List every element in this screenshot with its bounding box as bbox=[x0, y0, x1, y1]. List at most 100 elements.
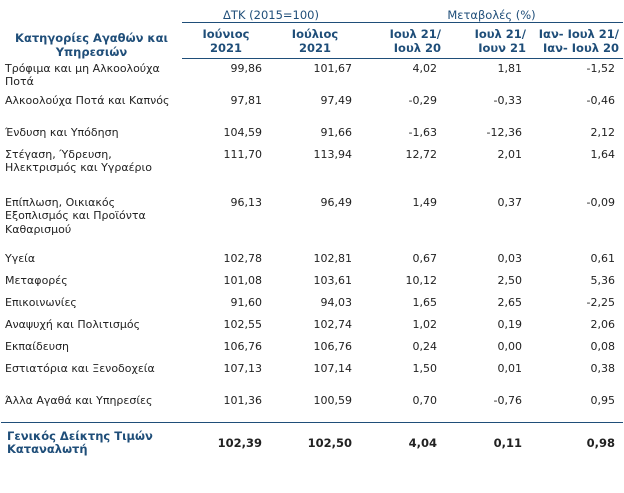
value-cell: -0,33 bbox=[493, 93, 523, 107]
category-cell: Αλκοολούχα Ποτά και Καπνός bbox=[5, 93, 170, 107]
table-row: Αλκοολούχα Ποτά και Καπνός 97,81 97,49 -0,2… bbox=[1, 91, 623, 123]
value-cell: 0,61 bbox=[590, 251, 616, 265]
value-cell: -0,46 bbox=[586, 93, 616, 107]
value-cell: 96,49 bbox=[320, 195, 353, 209]
table-row: Ένδυση και Υπόδηση 104,59 91,66 -1,63 -12,36… bbox=[1, 123, 623, 145]
value-cell: 2,01 bbox=[497, 147, 523, 161]
total-value: 102,39 bbox=[182, 422, 270, 463]
value-cell: 100,59 bbox=[313, 393, 353, 407]
category-cell: Επίπλωση, Οικιακός Εξοπλισμός και Προϊόν… bbox=[5, 195, 146, 236]
col-header-july-2021: Ιούλιος 2021 bbox=[270, 22, 361, 59]
category-cell: Εστιατόρια και Ξενοδοχεία bbox=[5, 361, 155, 375]
table-row: Άλλα Αγαθά και Υπηρεσίες 101,36 100,59 0,70… bbox=[1, 391, 623, 423]
category-header: Κατηγορίες Αγαθών και Υπηρεσιών bbox=[15, 30, 168, 59]
dtk-group-header: ΔΤΚ (2015=100) bbox=[182, 4, 361, 23]
table-row: Επίπλωση, Οικιακός Εξοπλισμός και Προϊόν… bbox=[1, 193, 623, 249]
category-cell: Υγεία bbox=[5, 251, 36, 265]
value-cell: 0,67 bbox=[412, 251, 438, 265]
total-label: Γενικός Δείκτης Τιμών Καταναλωτή bbox=[1, 422, 182, 463]
value-cell: 97,81 bbox=[230, 93, 263, 107]
value-cell: 1,81 bbox=[497, 62, 523, 75]
value-cell: 1,65 bbox=[412, 295, 438, 309]
value-cell: 1,02 bbox=[412, 317, 438, 331]
table-row: Υγεία 102,78 102,81 0,67 0,03 0,61 bbox=[1, 249, 623, 271]
value-cell: 0,03 bbox=[497, 251, 523, 265]
value-cell: 102,78 bbox=[223, 251, 263, 265]
value-cell: 94,03 bbox=[320, 295, 353, 309]
value-cell: -0,76 bbox=[493, 393, 523, 407]
table-row: Μεταφορές 101,08 103,61 10,12 2,50 5,36 bbox=[1, 271, 623, 293]
value-cell: 0,38 bbox=[590, 361, 616, 375]
value-cell: 1,64 bbox=[590, 147, 616, 161]
total-value: 102,50 bbox=[270, 422, 361, 463]
category-cell: Τρόφιμα και μη Αλκοολούχα Ποτά bbox=[5, 61, 160, 89]
value-cell: 0,00 bbox=[497, 339, 523, 353]
value-cell: 0,01 bbox=[497, 361, 523, 375]
value-cell: 0,95 bbox=[590, 393, 616, 407]
value-cell: 4,02 bbox=[412, 62, 438, 75]
value-cell: 96,13 bbox=[230, 195, 263, 209]
table-row: Επικοινωνίες 91,60 94,03 1,65 2,65 -2,25 bbox=[1, 293, 623, 315]
value-cell: 106,76 bbox=[223, 339, 263, 353]
table-row: Αναψυχή και Πολιτισμός 102,55 102,74 1,02 0,… bbox=[1, 315, 623, 337]
value-cell: -1,63 bbox=[408, 125, 438, 139]
value-cell: 111,70 bbox=[223, 147, 263, 161]
value-cell: 101,08 bbox=[223, 273, 263, 287]
value-cell: 91,66 bbox=[320, 125, 353, 139]
category-cell: Επικοινωνίες bbox=[5, 295, 77, 309]
table-body: Τρόφιμα και μη Αλκοολούχα Ποτά 99,86 101,6… bbox=[1, 59, 624, 463]
value-cell: 99,86 bbox=[230, 62, 263, 75]
value-cell: 2,50 bbox=[497, 273, 523, 287]
category-cell: Μεταφορές bbox=[5, 273, 68, 287]
category-cell: Εκπαίδευση bbox=[5, 339, 70, 353]
table-row: Τρόφιμα και μη Αλκοολούχα Ποτά 99,86 101,6… bbox=[1, 59, 623, 91]
value-cell: 104,59 bbox=[223, 125, 263, 139]
value-cell: 10,12 bbox=[405, 273, 438, 287]
total-value: 0,98 bbox=[530, 422, 624, 463]
category-cell: Άλλα Αγαθά και Υπηρεσίες bbox=[5, 393, 153, 407]
value-cell: 101,36 bbox=[223, 393, 263, 407]
col-header-yoy: Ιουλ 21/ Ιουλ 20 bbox=[360, 22, 446, 59]
cpi-table: Κατηγορίες Αγαθών και Υπηρεσιών ΔΤΚ (201… bbox=[1, 4, 624, 463]
value-cell: -0,29 bbox=[408, 93, 438, 107]
value-cell: 102,55 bbox=[223, 317, 263, 331]
table-row: Εκπαίδευση 106,76 106,76 0,24 0,00 0,08 bbox=[1, 337, 623, 359]
value-cell: 2,65 bbox=[497, 295, 523, 309]
value-cell: 1,49 bbox=[412, 195, 438, 209]
table-row: Εστιατόρια και Ξενοδοχεία 107,13 107,14 1,5… bbox=[1, 359, 623, 391]
value-cell: 0,24 bbox=[412, 339, 438, 353]
value-cell: 113,94 bbox=[313, 147, 353, 161]
table-row: Στέγαση, Ύδρευση, Ηλεκτρισμός και Υγραέρ… bbox=[1, 145, 623, 193]
value-cell: 102,81 bbox=[313, 251, 353, 265]
total-value: 4,04 bbox=[360, 422, 446, 463]
value-cell: 1,50 bbox=[412, 361, 438, 375]
value-cell: -1,52 bbox=[586, 62, 616, 75]
value-cell: 106,76 bbox=[313, 339, 353, 353]
value-cell: -12,36 bbox=[486, 125, 523, 139]
category-cell: Ένδυση και Υπόδηση bbox=[5, 125, 119, 139]
value-cell: 0,37 bbox=[497, 195, 523, 209]
value-cell: 102,74 bbox=[313, 317, 353, 331]
value-cell: 103,61 bbox=[313, 273, 353, 287]
total-value: 0,11 bbox=[445, 422, 531, 463]
changes-group-header: Μεταβολές (%) bbox=[360, 4, 624, 23]
value-cell: 0,08 bbox=[590, 339, 616, 353]
value-cell: 101,67 bbox=[313, 62, 353, 75]
value-cell: 91,60 bbox=[230, 295, 263, 309]
value-cell: 107,13 bbox=[223, 361, 263, 375]
value-cell: -0,09 bbox=[586, 195, 616, 209]
value-cell: 2,06 bbox=[590, 317, 616, 331]
col-header-ytd: Ιαν- Ιουλ 21/ Ιαν- Ιουλ 20 bbox=[530, 22, 624, 59]
total-row: Γενικός Δείκτης Τιμών Καταναλωτή 102,39 … bbox=[1, 422, 624, 463]
value-cell: 0,70 bbox=[412, 393, 438, 407]
value-cell: 97,49 bbox=[320, 93, 353, 107]
value-cell: -2,25 bbox=[586, 295, 616, 309]
category-cell: Αναψυχή και Πολιτισμός bbox=[5, 317, 141, 331]
value-cell: 2,12 bbox=[590, 125, 616, 139]
col-header-mom: Ιουλ 21/ Ιουν 21 bbox=[445, 22, 531, 59]
value-cell: 12,72 bbox=[405, 147, 438, 161]
col-header-june-2021: Ιούνιος 2021 bbox=[182, 22, 270, 59]
value-cell: 107,14 bbox=[313, 361, 353, 375]
category-cell: Στέγαση, Ύδρευση, Ηλεκτρισμός και Υγραέρ… bbox=[5, 147, 152, 175]
value-cell: 0,19 bbox=[497, 317, 523, 331]
